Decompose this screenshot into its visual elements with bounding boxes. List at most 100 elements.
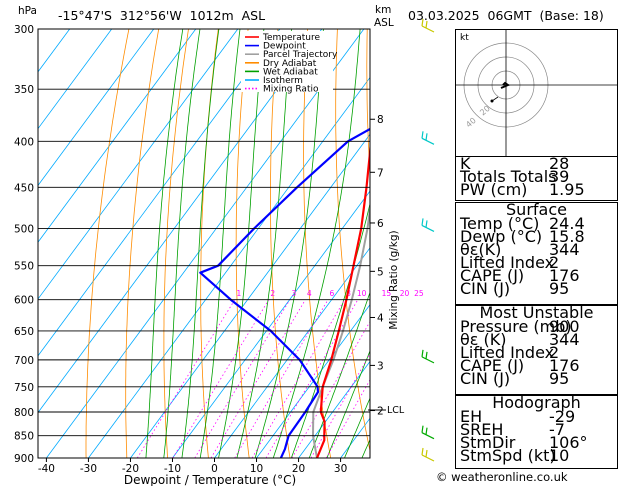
- wet-adiabat-line: [218, 29, 265, 458]
- wind-barb: [421, 18, 435, 33]
- row-value: 176: [549, 356, 580, 375]
- mixing-ratio-label: 6: [329, 289, 334, 298]
- surface-table: Surface Temp (°C) 24.4 Dewp (°C) 15.8 θε(K) 3…: [455, 202, 618, 305]
- isotherm-line: [38, 29, 281, 357]
- row-value: 10: [549, 446, 570, 465]
- x-axis-label: Dewpoint / Temperature (°C): [124, 473, 296, 486]
- pressure-tick-label: 750: [14, 382, 34, 394]
- hodograph-table-title: Hodograph: [492, 393, 581, 412]
- isotherm-line: [38, 29, 155, 187]
- most-unstable-title: Most Unstable: [479, 303, 594, 322]
- legend-parcel-label: Parcel Trajectory: [263, 50, 338, 60]
- row-value: 28: [549, 154, 570, 173]
- table-row: EH -29: [456, 407, 617, 426]
- mixing-ratio-label: 3: [291, 289, 296, 298]
- row-label: CIN (J): [460, 369, 511, 388]
- temperature-line: [315, 141, 370, 458]
- row-value: 39: [549, 167, 570, 186]
- row-value: 2: [549, 343, 560, 362]
- row-label: Pressure (mb): [460, 317, 572, 336]
- forecast-datetime: 03.03.2025 06GMT (Base: 18): [408, 8, 604, 23]
- row-label: Totals Totals: [460, 167, 557, 186]
- pressure-tick-label: 350: [14, 84, 34, 96]
- table-row: StmSpd (kt) 10: [456, 446, 617, 465]
- legend-dry-adiabat-label: Dry Adiabat: [263, 59, 317, 69]
- mixing-ratio-line: [136, 299, 236, 458]
- height-tick-label: 8: [377, 114, 384, 126]
- row-value: 1.95: [549, 180, 585, 199]
- indices-table: K 28 Totals Totals 39 PW (cm) 1.95: [455, 156, 618, 201]
- table-row: PW (cm) 1.95: [456, 180, 617, 199]
- height-tick-label: 5: [377, 266, 384, 278]
- x-tick-label: -20: [122, 463, 139, 475]
- table-row: CIN (J) 95: [456, 279, 617, 298]
- mixing-ratio-label: 25: [414, 289, 424, 298]
- dry-adiabat-line: [163, 29, 189, 458]
- row-value: 344: [549, 240, 580, 259]
- table-row: Temp (°C) 24.4: [456, 214, 617, 233]
- height-axis-unit-bottom: ASL: [374, 17, 394, 29]
- pressure-tick-label: 550: [14, 261, 34, 273]
- height-tick-label: 2: [377, 406, 384, 418]
- row-label: StmDir: [460, 433, 516, 452]
- row-label: CAPE (J): [460, 266, 525, 285]
- table-row: SREH -7: [456, 420, 617, 439]
- pressure-tick-label: 300: [14, 24, 34, 36]
- table-row: Pressure (mb) 900: [456, 317, 617, 336]
- row-label: CAPE (J): [460, 356, 525, 375]
- row-label: SREH: [460, 420, 504, 439]
- table-row: θε (K) 344: [456, 330, 617, 349]
- hodograph-unit: kt: [460, 33, 469, 43]
- mixing-ratio-line: [291, 320, 370, 458]
- hodograph-table: Hodograph EH -29 SREH -7 StmDir 106° StmSpd (k…: [455, 395, 618, 469]
- dry-adiabat-line: [335, 29, 370, 453]
- legend-temperature-label: Temperature: [262, 33, 320, 43]
- table-row: Dewp (°C) 15.8: [456, 227, 617, 246]
- pressure-axis-unit: hPa: [18, 5, 37, 17]
- x-tick-label: -40: [38, 463, 55, 475]
- row-value: -7: [549, 420, 565, 439]
- legend-wet-adiabat-label: Wet Adiabat: [263, 67, 318, 77]
- height-axis-unit-top: km: [375, 4, 392, 16]
- row-label: K: [460, 154, 471, 173]
- row-value: 95: [549, 279, 570, 298]
- row-value: 344: [549, 330, 580, 349]
- row-label: CIN (J): [460, 279, 511, 298]
- isotherm-line: [38, 29, 239, 300]
- table-row: Lifted Index 2: [456, 343, 617, 362]
- row-value: 15.8: [549, 227, 585, 246]
- table-row: StmDir 106°: [456, 433, 617, 452]
- mixing-ratio-label: 2: [270, 289, 275, 298]
- surface-title: Surface: [506, 200, 567, 219]
- wind-barb: [421, 131, 435, 145]
- table-row: θε(K) 344: [456, 240, 617, 259]
- isotherm-line: [214, 247, 370, 458]
- most-unstable-table: Most Unstable Pressure (mb) 900 θε (K) 344 L…: [455, 305, 618, 395]
- mixing-ratio-line: [251, 299, 345, 458]
- row-label: Lifted Index: [460, 343, 555, 362]
- row-label: θε(K): [460, 240, 502, 259]
- wet-adiabat-line: [163, 29, 201, 458]
- parcel-trajectory-line: [312, 201, 370, 458]
- plot-frame: [37, 28, 371, 459]
- row-value: 176: [549, 266, 580, 285]
- table-row: K 28: [456, 154, 617, 173]
- row-label: Temp (°C): [460, 214, 540, 233]
- wet-adiabat-line: [181, 29, 220, 458]
- legend-background: [241, 31, 333, 92]
- wet-adiabat-line: [308, 291, 370, 458]
- mixing-ratio-line: [210, 299, 306, 458]
- row-label: StmSpd (kt): [460, 446, 556, 465]
- row-value: 106°: [549, 433, 588, 452]
- isotherm-line: [38, 29, 197, 243]
- height-tick-label: 6: [377, 218, 384, 230]
- pressure-tick-label: 400: [14, 136, 34, 148]
- lcl-label: LCL: [387, 405, 405, 416]
- wind-barb: [421, 218, 435, 233]
- mixing-ratio-label: 20: [400, 289, 410, 298]
- dry-adiabat-line: [125, 29, 160, 458]
- pressure-tick-label: 900: [14, 453, 34, 465]
- height-tick-label: 7: [377, 167, 384, 179]
- credit-text: © weatheronline.co.uk: [436, 470, 568, 484]
- row-value: -29: [549, 407, 576, 426]
